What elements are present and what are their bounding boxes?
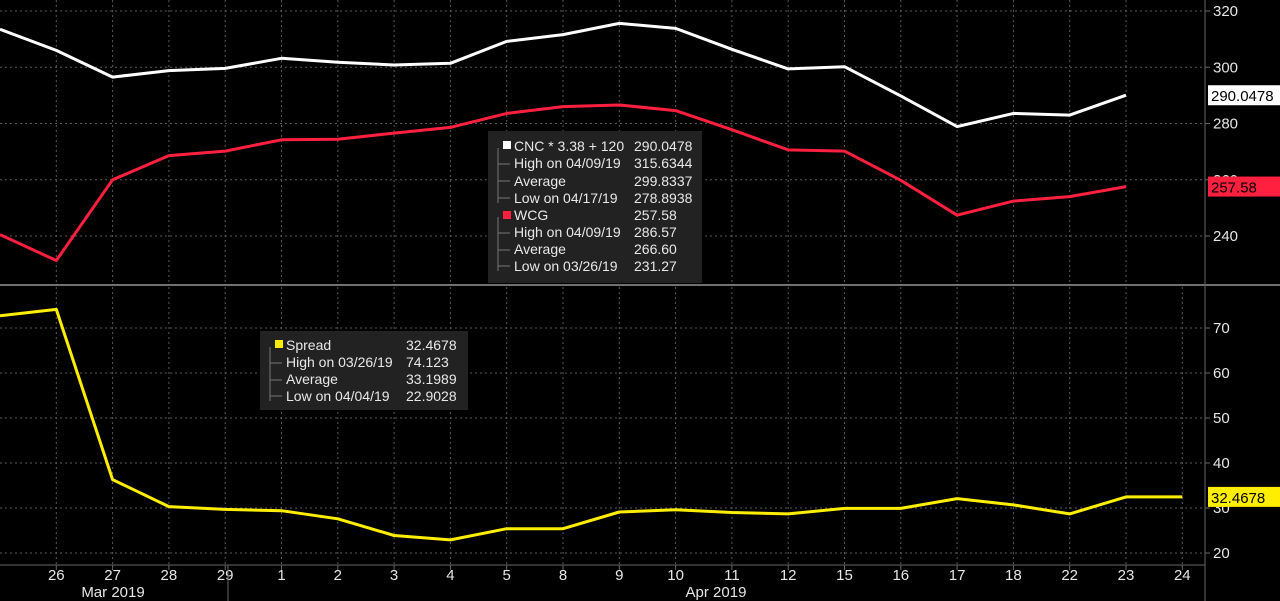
spread-series-line (0, 307, 1183, 542)
month-label-apr: Apr 2019 (686, 584, 747, 601)
lower-y-tick-label: 50 (1213, 410, 1230, 427)
wcg-name: WCG (514, 207, 548, 223)
x-tick-label: 17 (949, 567, 966, 584)
spread-swatch (275, 340, 283, 348)
spread-last: 32.4678 (406, 337, 457, 353)
lower-y-tick-label: 20 (1213, 545, 1230, 562)
wcg-avg-value: 266.60 (634, 241, 677, 257)
spread-low-label: Low on 04/04/19 (286, 388, 390, 404)
upper-legend-box: CNC * 3.38 + 120 290.0478 High on 04/09/… (488, 131, 702, 283)
wcg-last-tag (1208, 176, 1280, 197)
cnc-high-label: High on 04/09/19 (514, 155, 621, 171)
x-tick-label: 10 (667, 567, 684, 584)
cnc-last: 290.0478 (634, 138, 693, 154)
spread-last-tag (1208, 486, 1280, 507)
cnc-avg-label: Average (514, 173, 566, 189)
cnc-series-line (0, 21, 1127, 129)
wcg-tree-lines (497, 217, 510, 271)
x-tick-label: 3 (390, 567, 398, 584)
last-value-tags: 290.0478 257.58 32.4678 (1208, 85, 1280, 507)
wcg-avg-label: Average (514, 241, 566, 257)
cnc-high-value: 315.6344 (634, 155, 693, 171)
x-tick-label: 29 (217, 567, 234, 584)
cnc-low-label: Low on 04/17/19 (514, 190, 618, 206)
x-tick-label: 28 (161, 567, 178, 584)
wcg-high-label: High on 04/09/19 (514, 224, 621, 240)
spread-tree-lines (269, 347, 282, 401)
cnc-swatch (503, 141, 511, 149)
x-tick-label: 26 (48, 567, 65, 584)
wcg-swatch (503, 211, 511, 219)
x-tick-label: 23 (1118, 567, 1135, 584)
cnc-tree-lines (497, 148, 510, 203)
x-tick-label: 27 (104, 567, 121, 584)
x-tick-label: 24 (1174, 567, 1191, 584)
x-tick-label: 15 (836, 567, 853, 584)
cnc-last-tag-label: 290.0478 (1211, 88, 1274, 105)
spread-high-value: 74.123 (406, 354, 449, 370)
spread-name: Spread (286, 337, 331, 353)
lower-legend-box: Spread 32.4678 High on 03/26/19 74.123 A… (260, 331, 468, 410)
x-tick-label: 18 (1005, 567, 1022, 584)
cnc-last-tag (1208, 85, 1280, 106)
upper-series (0, 21, 1127, 262)
spread-low-value: 22.9028 (406, 388, 457, 404)
lower-series (0, 307, 1183, 542)
wcg-series-line (0, 103, 1127, 262)
upper-grid (0, 0, 1205, 283)
x-tick-label: 11 (724, 567, 740, 584)
lower-y-tick-label: 60 (1213, 365, 1230, 382)
month-label-mar: Mar 2019 (81, 584, 144, 601)
wcg-last-tag-label: 257.58 (1211, 180, 1257, 197)
wcg-high-value: 286.57 (634, 224, 677, 240)
wcg-last: 257.58 (634, 207, 677, 223)
x-tick-label: 16 (892, 567, 909, 584)
lower-y-tick-label: 70 (1213, 320, 1230, 337)
wcg-low-value: 231.27 (634, 258, 677, 274)
x-tick-label: 5 (503, 567, 511, 584)
x-tick-label: 4 (446, 567, 454, 584)
x-tick-label: 12 (780, 567, 797, 584)
x-tick-label: 2 (334, 567, 342, 584)
wcg-low-label: Low on 03/26/19 (514, 258, 618, 274)
x-tick-label: 9 (615, 567, 623, 584)
x-tick-label: 1 (277, 567, 285, 584)
cnc-name: CNC * 3.38 + 120 (514, 138, 624, 154)
cnc-low-value: 278.8938 (634, 190, 693, 206)
x-tick-label: 8 (559, 567, 567, 584)
upper-y-tick-label: 240 (1213, 228, 1238, 245)
cnc-avg-value: 299.8337 (634, 173, 693, 189)
x-tick-label: 22 (1061, 567, 1078, 584)
upper-y-tick-label: 300 (1213, 59, 1238, 76)
spread-high-label: High on 03/26/19 (286, 354, 393, 370)
spread-last-tag-label: 32.4678 (1211, 490, 1265, 507)
upper-y-tick-label: 280 (1213, 116, 1238, 133)
spread-avg-value: 33.1989 (406, 371, 457, 387)
lower-y-tick-label: 40 (1213, 455, 1230, 472)
lower-grid (0, 287, 1205, 565)
upper-y-tick-label: 320 (1213, 3, 1238, 20)
spread-avg-label: Average (286, 371, 338, 387)
